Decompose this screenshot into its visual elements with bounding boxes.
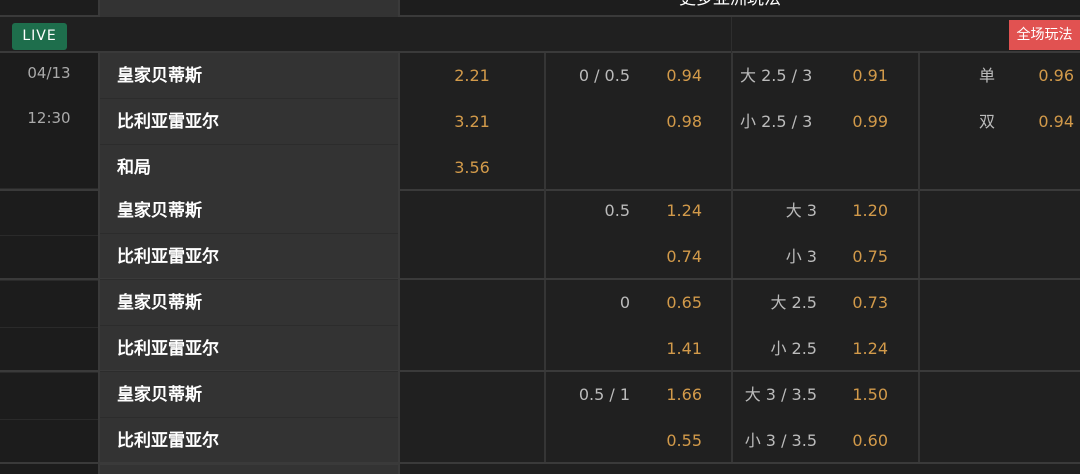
total-odd[interactable]: 1.20 — [852, 201, 888, 220]
handicap-odd[interactable]: 1.24 — [666, 201, 702, 220]
total-line: 小 2.5 — [770, 339, 817, 358]
team-name: 皇家贝蒂斯 — [100, 53, 398, 99]
team-name: 皇家贝蒂斯 — [100, 188, 398, 234]
match-date: 04/13 — [27, 64, 71, 82]
divider — [731, 280, 733, 370]
divider — [918, 280, 920, 370]
team-column-header — [98, 0, 400, 17]
odd-even-odd[interactable]: 0.96 — [1038, 66, 1074, 85]
total-odd[interactable]: 1.24 — [852, 339, 888, 358]
total-odd[interactable]: 0.75 — [852, 247, 888, 266]
divider — [918, 372, 920, 462]
team-name: 比利亚雷亚尔 — [100, 99, 398, 145]
divider — [918, 53, 920, 189]
next-team-cell — [98, 463, 400, 474]
handicap-odd[interactable]: 1.66 — [666, 385, 702, 404]
handicap-line — [546, 418, 630, 464]
divider — [0, 327, 98, 328]
handicap-line — [546, 326, 630, 372]
handicap-odd[interactable]: 0.94 — [666, 66, 702, 85]
handicap-line — [546, 234, 630, 280]
team-name: 比利亚雷亚尔 — [100, 326, 398, 372]
divider — [918, 188, 920, 278]
team-cell: 皇家贝蒂斯 比利亚雷亚尔 — [98, 188, 400, 280]
handicap-odd[interactable]: 0.55 — [666, 431, 702, 450]
divider — [731, 17, 732, 53]
total-odd[interactable]: 0.91 — [852, 66, 888, 85]
divider — [544, 280, 546, 370]
market-group: 皇家贝蒂斯 比利亚雷亚尔 0.5 1.24 大 3 1.20 0.74 小 3 0.75 — [0, 188, 1080, 280]
full-match-markets-button[interactable]: 全场玩法 — [1009, 20, 1080, 50]
date-column — [0, 53, 98, 474]
divider — [544, 372, 546, 462]
total-line: 大 3 / 3.5 — [744, 385, 817, 404]
market-group: 皇家贝蒂斯 比利亚雷亚尔 和局 2.21 0 / 0.5 0.94 大 2.5 / 3 0.9… — [0, 53, 1080, 191]
divider — [731, 53, 733, 189]
divider — [0, 280, 98, 281]
team-cell: 皇家贝蒂斯 比利亚雷亚尔 — [98, 280, 400, 372]
divider — [0, 419, 98, 420]
team-cell: 皇家贝蒂斯 比利亚雷亚尔 和局 — [98, 53, 400, 191]
team-cell: 皇家贝蒂斯 比利亚雷亚尔 — [98, 372, 400, 464]
divider — [0, 188, 98, 189]
handicap-line: 0.5 / 1 — [578, 385, 630, 404]
handicap-odd[interactable]: 0.74 — [666, 247, 702, 266]
handicap-line: 0 / 0.5 — [578, 66, 630, 85]
team-name: 和局 — [100, 145, 398, 191]
total-line: 大 2.5 — [770, 293, 817, 312]
live-badge: LIVE — [12, 23, 67, 50]
total-line: 小 2.5 / 3 — [740, 112, 813, 131]
1x2-odd[interactable]: 2.21 — [454, 66, 490, 85]
divider — [0, 235, 98, 236]
handicap-line: 0 — [619, 293, 630, 312]
market-group: 皇家贝蒂斯 比利亚雷亚尔 0.5 / 1 1.66 大 3 / 3.5 1.50 0.55 小… — [0, 372, 1080, 464]
1x2-odd[interactable]: 3.56 — [454, 158, 490, 177]
team-name: 比利亚雷亚尔 — [100, 418, 398, 464]
divider — [731, 372, 733, 462]
more-asian-markets-title[interactable]: 更多亚洲玩法 — [600, 0, 860, 9]
total-line: 大 2.5 / 3 — [740, 66, 813, 85]
market-group: 皇家贝蒂斯 比利亚雷亚尔 0 0.65 大 2.5 0.73 1.41 小 2.5 1.24 — [0, 280, 1080, 372]
team-name: 皇家贝蒂斯 — [100, 372, 398, 418]
total-line: 小 3 — [785, 247, 817, 266]
total-line: 小 3 / 3.5 — [744, 431, 817, 450]
odd-even-odd[interactable]: 0.94 — [1038, 112, 1074, 131]
total-line: 大 3 — [785, 201, 817, 220]
match-time: 12:30 — [27, 109, 71, 127]
divider — [0, 372, 98, 373]
team-name: 皇家贝蒂斯 — [100, 280, 398, 326]
divider — [731, 188, 733, 278]
odd-even-label: 双 — [978, 112, 995, 131]
handicap-line: 0.5 — [604, 201, 630, 220]
handicap-line — [546, 99, 630, 145]
team-name: 比利亚雷亚尔 — [100, 234, 398, 280]
handicap-odd[interactable]: 0.98 — [666, 112, 702, 131]
handicap-odd[interactable]: 0.65 — [666, 293, 702, 312]
total-odd[interactable]: 1.50 — [852, 385, 888, 404]
odd-even-label: 单 — [978, 66, 995, 85]
live-bar — [0, 17, 1080, 53]
total-odd[interactable]: 0.60 — [852, 431, 888, 450]
divider — [544, 188, 546, 278]
1x2-odd[interactable]: 3.21 — [454, 112, 490, 131]
divider — [544, 53, 546, 189]
total-odd[interactable]: 0.73 — [852, 293, 888, 312]
total-odd[interactable]: 0.99 — [852, 112, 888, 131]
handicap-odd[interactable]: 1.41 — [666, 339, 702, 358]
